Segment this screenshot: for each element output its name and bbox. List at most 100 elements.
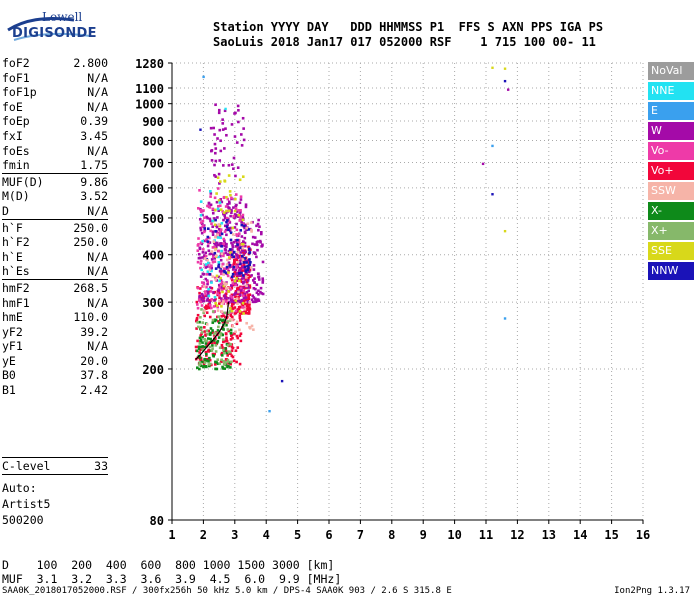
echo-point [228, 361, 232, 364]
echo-point [226, 274, 230, 278]
echo-point [242, 306, 246, 310]
echo-point [246, 264, 249, 268]
echo-point [243, 226, 246, 230]
echo-point [226, 358, 230, 362]
echo-point [215, 254, 218, 258]
echo-point [229, 276, 233, 280]
echo-point [202, 311, 205, 315]
y-tick-label: 1100 [135, 82, 164, 96]
echo-point [210, 341, 214, 345]
echo-point [242, 289, 246, 293]
echo-point [213, 142, 217, 146]
echo-point [214, 230, 217, 233]
echo-point [243, 307, 247, 311]
echo-point [238, 273, 242, 277]
param-value: N/A [87, 99, 108, 114]
echo-point [235, 241, 239, 245]
echo-point [252, 287, 256, 290]
echo-point [241, 218, 245, 222]
echo-point [220, 280, 224, 284]
echo-point [221, 298, 225, 302]
echo-point [237, 213, 241, 217]
echo-point [255, 283, 259, 286]
echo-point [210, 306, 213, 310]
echo-point [248, 251, 252, 254]
echo-point [223, 367, 227, 370]
echo-point [245, 272, 248, 275]
echo-point [250, 298, 254, 302]
echo-point [200, 304, 204, 307]
echo-point [239, 216, 243, 219]
echo-point [228, 206, 231, 210]
echo-point [219, 198, 222, 201]
echo-point [197, 252, 201, 256]
echo-point [223, 267, 226, 270]
echo-point [202, 209, 205, 212]
isolated-point [280, 379, 284, 383]
echo-point [200, 360, 204, 364]
echo-point [213, 245, 216, 249]
isolated-point [491, 66, 494, 69]
echo-point [245, 259, 248, 263]
echo-point [214, 208, 217, 212]
echo-point [210, 250, 214, 253]
param-name: h`E [2, 249, 23, 264]
echo-point [227, 219, 231, 223]
y-tick-label: 800 [142, 134, 164, 148]
echo-point [205, 273, 209, 276]
echo-point [205, 311, 209, 314]
echo-point [241, 250, 245, 254]
echo-point [247, 270, 251, 273]
echo-point [226, 354, 229, 357]
echo-point [226, 253, 230, 256]
echo-point [200, 222, 204, 226]
echo-point [247, 310, 251, 314]
echo-point [248, 301, 251, 304]
echo-point [232, 250, 236, 254]
echo-point [211, 275, 215, 278]
echo-point [242, 240, 245, 243]
echo-point [229, 294, 232, 298]
echo-point [221, 327, 225, 331]
echo-point [233, 306, 237, 309]
echo-point [239, 246, 243, 250]
echo-point [219, 360, 223, 364]
echo-point [244, 296, 248, 299]
echo-point [228, 202, 231, 205]
echo-point [231, 307, 235, 310]
echo-point [207, 289, 211, 293]
echo-point [199, 287, 202, 290]
echo-point [230, 302, 234, 306]
echo-point [199, 364, 203, 368]
echo-point [220, 297, 223, 300]
echo-point [196, 303, 199, 306]
echo-point [236, 250, 239, 254]
echo-point [220, 354, 224, 357]
echo-point [211, 318, 215, 322]
echo-point [218, 299, 221, 303]
echo-point [212, 240, 216, 243]
echo-point [222, 348, 225, 352]
echo-point [204, 294, 208, 298]
echo-point [210, 159, 214, 162]
echo-point [221, 128, 225, 131]
echo-point [219, 276, 222, 280]
echo-point [218, 286, 221, 290]
echo-point [220, 221, 224, 225]
echo-point [238, 362, 242, 366]
echo-point [209, 337, 212, 341]
echo-point [208, 356, 211, 360]
echo-point [217, 288, 220, 291]
echo-point [220, 305, 223, 308]
x-tick-label: 13 [542, 528, 556, 542]
echo-point [200, 292, 204, 296]
x-tick-label: 15 [604, 528, 618, 542]
x-tick-label: 3 [231, 528, 238, 542]
echo-point [230, 163, 234, 166]
logo-line2: DIGISONDE [12, 26, 97, 41]
echo-point [220, 310, 224, 314]
echo-point [259, 286, 263, 290]
echo-point [212, 253, 215, 257]
echo-point [213, 217, 216, 220]
